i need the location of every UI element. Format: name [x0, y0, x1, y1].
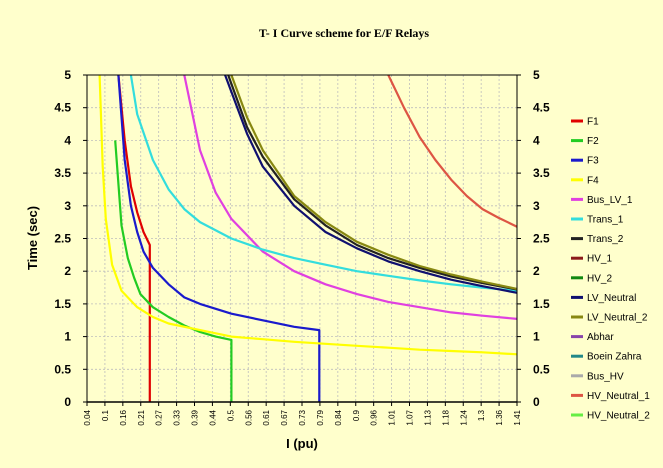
- y-tick-label-left: 4: [64, 133, 71, 147]
- legend-label: F4: [587, 175, 599, 186]
- series-line-f2: [114, 140, 233, 402]
- y-tick-label-left: 0: [64, 395, 71, 409]
- y-tick-label-right: 0: [533, 395, 540, 409]
- x-tick-label: 0.84: [334, 409, 343, 425]
- x-axis-title: I (pu): [286, 436, 318, 451]
- y-tick-label-right: 1: [533, 330, 540, 344]
- legend-label: Bus_HV: [587, 371, 624, 382]
- series-line-f1: [117, 74, 151, 402]
- x-tick-label: 0.1: [101, 409, 110, 421]
- y-tick-label-left: 3.5: [54, 166, 71, 180]
- y-tick-label-right: 5: [533, 68, 540, 82]
- y-tick-label-right: 3: [533, 199, 540, 213]
- x-tick-label: 0.39: [191, 409, 200, 425]
- x-tick-label: 0.5: [226, 409, 235, 421]
- x-tick-label: 1.41: [513, 409, 522, 425]
- x-tick-label: 1.13: [423, 409, 432, 425]
- legend-label: Boein Zahra: [587, 352, 642, 363]
- legend-label: LV_Neutral_2: [587, 313, 648, 324]
- legend-label: Trans_1: [587, 215, 624, 226]
- series-line-f3: [117, 74, 321, 402]
- x-tick-label: 1.36: [495, 409, 504, 425]
- legend-label: F3: [587, 156, 599, 167]
- x-tick-label: 1.3: [477, 409, 486, 421]
- x-tick-label: 1.18: [441, 409, 450, 425]
- x-tick-label: 0.96: [370, 409, 379, 425]
- x-tick-label: 0.33: [173, 409, 182, 425]
- series-line-hv-neutral-1: [387, 74, 518, 228]
- legend-label: HV_Neutral_1: [587, 391, 650, 402]
- x-tick-label: 0.79: [316, 409, 325, 425]
- legend-label: HV_1: [587, 254, 612, 265]
- x-tick-label: 0.9: [352, 409, 361, 421]
- legend-label: Trans_2: [587, 234, 624, 245]
- x-tick-label: 0.04: [83, 409, 92, 425]
- y-tick-label-right: 4.5: [533, 101, 550, 115]
- x-tick-label: 1.24: [459, 409, 468, 425]
- series-line-trans-2: [227, 74, 518, 291]
- y-tick-label-right: 2: [533, 264, 540, 278]
- legend-label: F2: [587, 136, 599, 147]
- y-tick-label-right: 4: [533, 133, 540, 147]
- chart-title: T- I Curve scheme for E/F Relays: [259, 26, 430, 40]
- x-tick-label: 0.73: [298, 409, 307, 425]
- y-tick-label-left: 2.5: [54, 232, 71, 246]
- x-tick-label: 0.21: [137, 409, 146, 425]
- x-tick-label: 0.67: [280, 409, 289, 425]
- legend-label: HV_2: [587, 273, 612, 284]
- y-tick-label-right: 1.5: [533, 297, 550, 311]
- y-tick-label-left: 2: [64, 264, 71, 278]
- y-tick-label-right: 2.5: [533, 232, 550, 246]
- y-axis-title: Time (sec): [25, 206, 40, 270]
- legend-label: Abhar: [587, 332, 614, 343]
- y-tick-label-left: 5: [64, 68, 71, 82]
- legend-label: Bus_LV_1: [587, 195, 633, 206]
- x-tick-label: 0.27: [155, 409, 164, 425]
- legend-label: F1: [587, 117, 599, 128]
- series-line-lv-neutral-2: [230, 74, 518, 290]
- y-tick-label-left: 1: [64, 330, 71, 344]
- legend: F1 F2 F3 F4 Bus_LV_1 Trans_1 Trans_2 HV_1 HV_2 LV…: [571, 117, 650, 422]
- series-line-f4: [98, 74, 518, 356]
- x-tick-label: 1.07: [406, 409, 415, 425]
- legend-label: HV_Neutral_2: [587, 411, 650, 422]
- series-line-bus-lv-1: [183, 74, 518, 320]
- y-ticks-right: 0 0.5 1 1.5 2 2.5 3 3.5 4 4.5 5: [517, 68, 550, 409]
- y-tick-label-left: 3: [64, 199, 71, 213]
- series-line-trans-1: [129, 74, 518, 292]
- y-ticks-left: 0 0.5 1 1.5 2 2.5 3 3.5 4 4.5 5: [54, 68, 87, 409]
- y-tick-label-left: 0.5: [54, 362, 71, 376]
- y-tick-label-right: 3.5: [533, 166, 550, 180]
- legend-label: LV_Neutral: [587, 293, 636, 304]
- x-ticks: 0.04 0.1 0.16 0.21 0.27 0.33 0.39 0.44 0.5 0.56 0.…: [83, 402, 522, 426]
- y-tick-label-left: 4.5: [54, 101, 71, 115]
- x-tick-label: 0.61: [262, 409, 271, 425]
- y-tick-label-right: 0.5: [533, 362, 550, 376]
- x-tick-label: 0.16: [119, 409, 128, 425]
- x-tick-label: 0.56: [244, 409, 253, 425]
- x-tick-label: 1.01: [388, 409, 397, 425]
- x-tick-label: 0.44: [208, 409, 217, 425]
- y-tick-label-left: 1.5: [54, 297, 71, 311]
- series-line-lv-neutral: [224, 74, 518, 294]
- series-layer: [98, 74, 518, 402]
